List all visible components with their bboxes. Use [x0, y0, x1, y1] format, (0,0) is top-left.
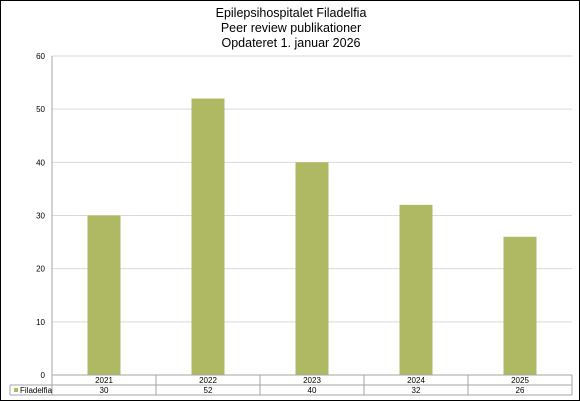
- x-tick-label: 2021: [95, 376, 113, 385]
- chart-title-line-3: Opdateret 1. januar 2026: [221, 36, 361, 50]
- data-label: 26: [516, 386, 525, 395]
- y-tick-label: 20: [36, 265, 45, 274]
- chart-title-line-2: Peer review publikationer: [220, 21, 362, 35]
- y-tick-label: 60: [36, 52, 45, 61]
- series-name: Filadelfia: [20, 386, 53, 395]
- y-tick-label: 0: [41, 371, 46, 380]
- bars: [87, 98, 537, 376]
- x-tick-label: 2024: [407, 376, 425, 385]
- data-label: 52: [204, 386, 213, 395]
- y-axis: 0 10 20 30 40 50 60: [36, 52, 53, 380]
- x-tick-label: 2022: [199, 376, 217, 385]
- legend-swatch: [14, 388, 18, 392]
- bar-2021: [87, 215, 121, 375]
- y-tick-label: 30: [36, 212, 45, 221]
- x-tick-label: 2025: [511, 376, 529, 385]
- bar-2023: [295, 162, 329, 375]
- y-tick-label: 40: [36, 158, 45, 167]
- y-tick-label: 50: [36, 105, 45, 114]
- bar-2025: [503, 236, 537, 375]
- bar-2024: [399, 204, 433, 375]
- x-tick-label: 2023: [303, 376, 321, 385]
- y-tick-label: 10: [36, 318, 45, 327]
- chart-title-line-1: Epilepsihospitalet Filadelfia: [215, 6, 367, 20]
- data-label: 30: [100, 386, 109, 395]
- bar-2022: [191, 98, 225, 376]
- data-label: 40: [308, 386, 317, 395]
- data-label: 32: [412, 386, 421, 395]
